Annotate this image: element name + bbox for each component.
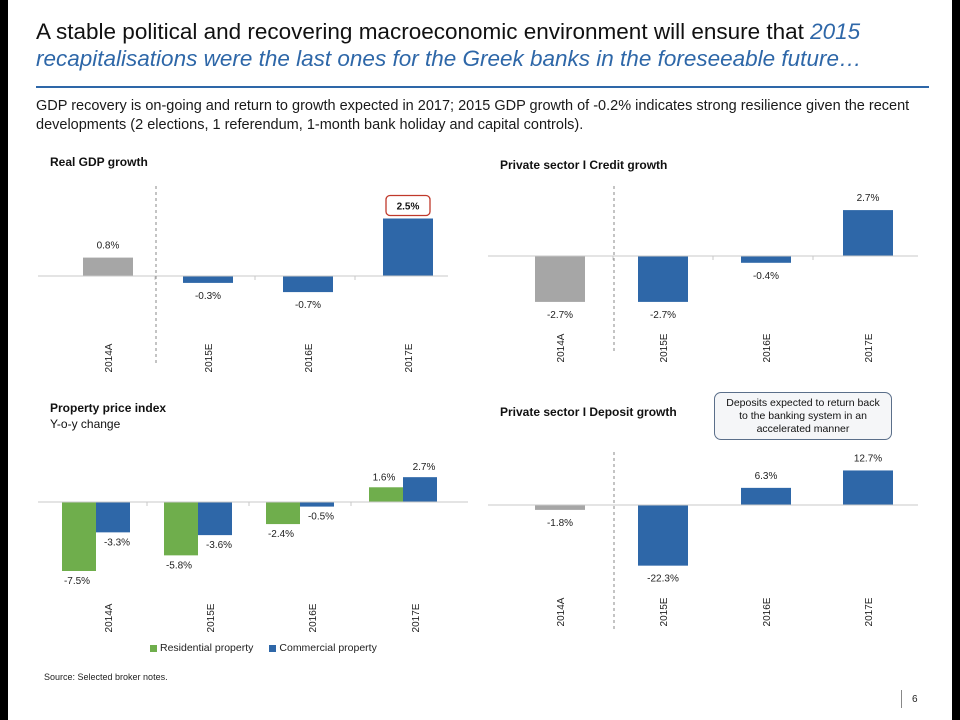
chart-title-credit: Private sector I Credit growth	[500, 158, 668, 172]
data-label-2017E: 12.7%	[854, 453, 882, 464]
bar-2014A	[83, 257, 133, 276]
category-label-2017E: 2017E	[864, 597, 875, 626]
commercial-label-2017E: 2.7%	[413, 462, 436, 473]
bar-2014A	[535, 505, 585, 510]
source-note: Source: Selected broker notes.	[44, 672, 168, 682]
data-label-2017E: 2.5%	[397, 202, 420, 213]
data-label-2015E: -22.3%	[647, 574, 679, 585]
commercial-bar-2016E	[300, 502, 334, 507]
bar-2014A	[535, 256, 585, 302]
category-label-2016E: 2016E	[304, 343, 315, 372]
chart-subtitle-property: Y-o-y change	[50, 417, 121, 431]
data-label-2014A: -1.8%	[547, 518, 573, 529]
data-label-2016E: -0.7%	[295, 300, 321, 311]
slide: A stable political and recovering macroe…	[8, 0, 952, 720]
residential-bar-2017E	[369, 487, 403, 502]
commercial-label-2014A: -3.3%	[104, 537, 130, 548]
data-label-2017E: 2.7%	[857, 193, 880, 204]
category-label-2017E: 2017E	[411, 603, 422, 632]
bar-2017E	[843, 210, 893, 256]
credit-growth-chart: -2.7% 2014A -2.7% 2015E -0.4% 2016E 2.7% 2017E	[488, 186, 918, 362]
data-label-2015E: -2.7%	[650, 310, 676, 321]
chart-title-property: Property price index	[50, 401, 167, 415]
commercial-label-2015E: -3.6%	[206, 540, 232, 551]
residential-bar-2014A	[62, 502, 96, 571]
residential-bar-2016E	[266, 502, 300, 525]
residential-label-2015E: -5.8%	[166, 560, 192, 571]
gdp-growth-chart: 0.8% 2014A -0.3% 2015E -0.7% 2016E 2.5% 2017E	[38, 186, 448, 372]
category-label-2014A: 2014A	[104, 603, 115, 632]
category-label-2014A: 2014A	[556, 333, 567, 362]
category-label-2015E: 2015E	[204, 343, 215, 372]
legend-residential-label: Residential property	[160, 642, 254, 654]
legend-commercial: Commercial property	[269, 642, 377, 654]
category-label-2016E: 2016E	[762, 597, 773, 626]
property-legend: Residential property Commercial property	[150, 642, 377, 654]
deposits-callout: Deposits expected to return back to the …	[714, 392, 892, 440]
data-label-2016E: 6.3%	[755, 471, 778, 482]
category-label-2017E: 2017E	[864, 333, 875, 362]
data-label-2015E: -0.3%	[195, 291, 221, 302]
commercial-bar-2017E	[403, 477, 437, 502]
legend-commercial-label: Commercial property	[279, 642, 377, 654]
category-label-2016E: 2016E	[762, 333, 773, 362]
bar-2016E	[283, 276, 333, 293]
highlight-box	[385, 194, 431, 217]
data-label-2014A: -2.7%	[547, 310, 573, 321]
page-number-separator	[901, 690, 902, 708]
bar-2015E	[638, 256, 688, 302]
page-number: 6	[912, 694, 918, 705]
bar-2015E	[183, 276, 233, 283]
category-label-2014A: 2014A	[556, 597, 567, 626]
chart-title-deposit: Private sector I Deposit growth	[500, 405, 677, 419]
commercial-bar-2014A	[96, 502, 130, 533]
residential-label-2017E: 1.6%	[373, 472, 396, 483]
slide-subtitle: GDP recovery is on-going and return to g…	[36, 98, 910, 133]
category-label-2015E: 2015E	[206, 603, 217, 632]
category-label-2015E: 2015E	[659, 333, 670, 362]
deposit-growth-chart: -1.8% 2014A -22.3% 2015E 6.3% 2016E 12.7% 2017E	[488, 452, 918, 632]
bar-2017E	[843, 470, 893, 505]
bar-2015E	[638, 505, 688, 566]
data-label-2014A: 0.8%	[97, 241, 120, 252]
commercial-label-2016E: -0.5%	[308, 512, 334, 523]
residential-label-2014A: -7.5%	[64, 576, 90, 587]
legend-residential: Residential property	[150, 642, 253, 654]
bar-2016E	[741, 256, 791, 263]
title-highlight: 2015 recapitalisations were the last one…	[36, 19, 862, 71]
property-price-chart: -7.5% -5.8% -2.4% 1.6% -3.3% -3.6% -0.5% 2.7% 20…	[38, 462, 468, 632]
category-label-2017E: 2017E	[404, 343, 415, 372]
category-label-2016E: 2016E	[308, 603, 319, 632]
residential-bar-2015E	[164, 502, 198, 556]
residential-label-2016E: -2.4%	[268, 529, 294, 540]
category-label-2015E: 2015E	[659, 597, 670, 626]
bar-2016E	[741, 487, 791, 505]
category-label-2014A: 2014A	[104, 343, 115, 372]
chart-title-gdp: Real GDP growth	[50, 155, 148, 169]
commercial-bar-2015E	[198, 502, 232, 536]
data-label-2016E: -0.4%	[753, 271, 779, 282]
title-rule	[36, 86, 929, 88]
title-main: A stable political and recovering macroe…	[36, 19, 811, 44]
bar-2017E	[383, 218, 433, 276]
legend-residential-swatch	[150, 644, 157, 652]
legend-commercial-swatch	[269, 644, 277, 652]
slide-title: A stable political and recovering macroe…	[36, 18, 916, 72]
